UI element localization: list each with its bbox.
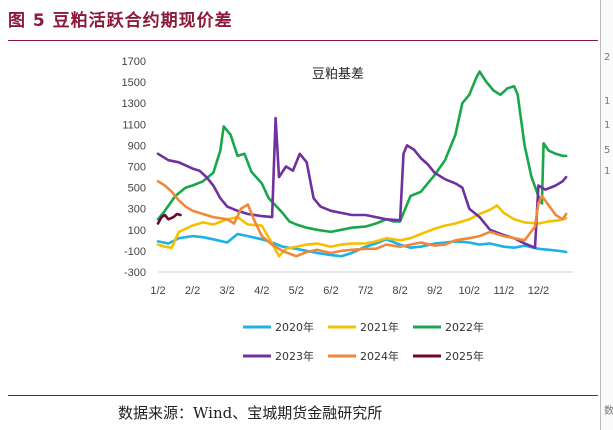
y-tick-label: 100 bbox=[128, 225, 146, 237]
adjacent-page-glyph: 1 bbox=[604, 120, 611, 131]
legend-label: 2022年 bbox=[445, 320, 484, 334]
y-tick-label: 1500 bbox=[122, 77, 146, 89]
y-tick-label: 1100 bbox=[122, 119, 146, 131]
y-tick-label: 700 bbox=[128, 162, 146, 174]
adjacent-page-edge: 2 1 1 5 1 数 bbox=[600, 0, 613, 430]
legend-label: 2024年 bbox=[360, 349, 399, 363]
adjacent-page-glyph: 1 bbox=[604, 166, 611, 177]
chart-title: 豆粕基差 bbox=[312, 67, 364, 82]
y-tick-label: -100 bbox=[124, 246, 146, 258]
series-line-2024年 bbox=[156, 180, 568, 258]
x-tick-label: 1/2 bbox=[150, 285, 165, 297]
x-tick-label: 7/2 bbox=[358, 285, 373, 297]
plot-area bbox=[156, 70, 568, 258]
series-line-2020年 bbox=[156, 232, 568, 258]
series-line-2022年 bbox=[156, 70, 568, 234]
adjacent-page-glyph: 数 bbox=[604, 406, 613, 417]
x-tick-label: 8/2 bbox=[392, 285, 407, 297]
legend-label: 2021年 bbox=[360, 320, 399, 334]
adjacent-page-glyph: 5 bbox=[604, 145, 611, 156]
x-axis: 1/2 2/2 3/2 4/2 5/2 6/2 7/2 8/2 9/2 10/2 11/2 12/2 bbox=[150, 271, 573, 297]
adjacent-page-glyph: 1 bbox=[604, 96, 611, 107]
basis-line-chart: 豆粕基差 1700 1500 1300 1100 900 700 500 300 100 -100… bbox=[122, 56, 573, 363]
series-line-2021年 bbox=[156, 204, 568, 258]
legend: 2020年 2021年 2022年 2023年 2024年 2025年 bbox=[243, 320, 484, 363]
x-tick-label: 12/2 bbox=[528, 285, 549, 297]
x-tick-label: 2/2 bbox=[185, 285, 200, 297]
legend-label: 2023年 bbox=[275, 349, 314, 363]
x-tick-label: 4/2 bbox=[254, 285, 269, 297]
legend-label: 2025年 bbox=[445, 349, 484, 363]
source-divider bbox=[8, 395, 598, 396]
x-tick-label: 3/2 bbox=[220, 285, 235, 297]
series-line-2023年 bbox=[156, 116, 568, 249]
x-tick-label: 9/2 bbox=[427, 285, 442, 297]
y-axis: 1700 1500 1300 1100 900 700 500 300 100 -100 -300 bbox=[122, 56, 146, 279]
legend-label: 2020年 bbox=[275, 320, 314, 334]
y-tick-label: 1300 bbox=[122, 98, 146, 110]
x-tick-label: 11/2 bbox=[494, 285, 515, 297]
y-tick-label: 300 bbox=[128, 204, 146, 216]
y-tick-label: 1700 bbox=[122, 56, 146, 68]
title-divider bbox=[8, 40, 598, 41]
x-tick-label: 10/2 bbox=[459, 285, 480, 297]
y-tick-label: -300 bbox=[124, 267, 146, 279]
y-tick-label: 900 bbox=[128, 140, 146, 152]
adjacent-page-glyph: 2 bbox=[604, 52, 611, 63]
x-tick-label: 6/2 bbox=[323, 285, 338, 297]
data-source-note: 数据来源：Wind、宝城期货金融研究所 bbox=[118, 404, 383, 422]
series-line-2025年 bbox=[156, 212, 182, 225]
y-tick-label: 500 bbox=[128, 183, 146, 195]
figure-title: 图 5 豆粕活跃合约期现价差 bbox=[8, 11, 233, 31]
x-tick-label: 5/2 bbox=[289, 285, 304, 297]
